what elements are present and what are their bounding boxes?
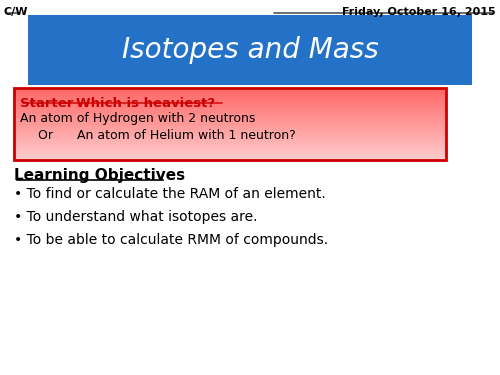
Bar	[14, 114, 446, 116]
Bar	[14, 108, 446, 109]
Text: • To understand what isotopes are.: • To understand what isotopes are.	[14, 210, 258, 224]
Bar	[14, 91, 446, 93]
Bar	[14, 104, 446, 106]
Bar	[14, 88, 446, 160]
Bar	[14, 110, 446, 112]
Bar	[14, 155, 446, 156]
Text: Friday, October 16, 2015: Friday, October 16, 2015	[342, 7, 496, 17]
Bar	[14, 89, 446, 90]
Bar	[14, 147, 446, 149]
Bar	[14, 120, 446, 122]
Text: Starter: Starter	[20, 97, 74, 110]
Text: Learning Objectives: Learning Objectives	[14, 168, 185, 183]
Bar	[14, 109, 446, 111]
Bar	[14, 138, 446, 140]
Bar	[14, 145, 446, 147]
Text: Or      An atom of Helium with 1 neutron?: Or An atom of Helium with 1 neutron?	[38, 129, 296, 142]
Bar	[28, 15, 472, 85]
Bar	[14, 157, 446, 159]
Bar	[14, 144, 446, 146]
Bar	[14, 111, 446, 113]
Bar	[14, 158, 446, 160]
Bar	[14, 92, 446, 94]
Bar	[14, 115, 446, 117]
Bar	[14, 143, 446, 144]
Bar	[14, 125, 446, 126]
Bar	[14, 87, 446, 89]
Text: An atom of Hydrogen with 2 neutrons: An atom of Hydrogen with 2 neutrons	[20, 112, 256, 125]
Bar	[14, 121, 446, 123]
Bar	[14, 151, 446, 153]
Bar	[14, 119, 446, 120]
Bar	[14, 126, 446, 128]
Bar	[14, 153, 446, 155]
Text: C/W: C/W	[4, 7, 28, 17]
Bar	[14, 116, 446, 118]
Bar	[14, 152, 446, 154]
Bar	[14, 102, 446, 104]
Bar	[14, 135, 446, 137]
Bar	[14, 133, 446, 135]
Bar	[14, 90, 446, 92]
Bar	[14, 98, 446, 100]
Bar	[14, 103, 446, 105]
Bar	[14, 96, 446, 98]
Bar	[14, 139, 446, 141]
Bar	[14, 131, 446, 132]
Bar	[14, 132, 446, 134]
Bar	[14, 101, 446, 102]
Bar	[14, 128, 446, 130]
Bar	[14, 93, 446, 95]
Bar	[14, 140, 446, 142]
Bar	[14, 97, 446, 99]
Text: – Which is heaviest?: – Which is heaviest?	[60, 97, 215, 110]
Bar	[14, 129, 446, 131]
Bar	[14, 107, 446, 108]
Bar	[14, 95, 446, 96]
Bar	[14, 156, 446, 158]
Bar	[14, 99, 446, 101]
Text: • To find or calculate the RAM of an element.: • To find or calculate the RAM of an ele…	[14, 187, 326, 201]
Bar	[14, 127, 446, 129]
Bar	[14, 122, 446, 124]
Bar	[14, 146, 446, 148]
Bar	[14, 134, 446, 136]
Bar	[14, 149, 446, 150]
Bar	[14, 117, 446, 119]
Bar	[14, 150, 446, 152]
Bar	[14, 123, 446, 125]
Bar	[14, 105, 446, 107]
Text: • To be able to calculate RMM of compounds.: • To be able to calculate RMM of compoun…	[14, 233, 328, 247]
Text: Isotopes and Mass: Isotopes and Mass	[122, 36, 378, 64]
Bar	[14, 113, 446, 114]
Bar	[14, 137, 446, 138]
Bar	[14, 141, 446, 143]
